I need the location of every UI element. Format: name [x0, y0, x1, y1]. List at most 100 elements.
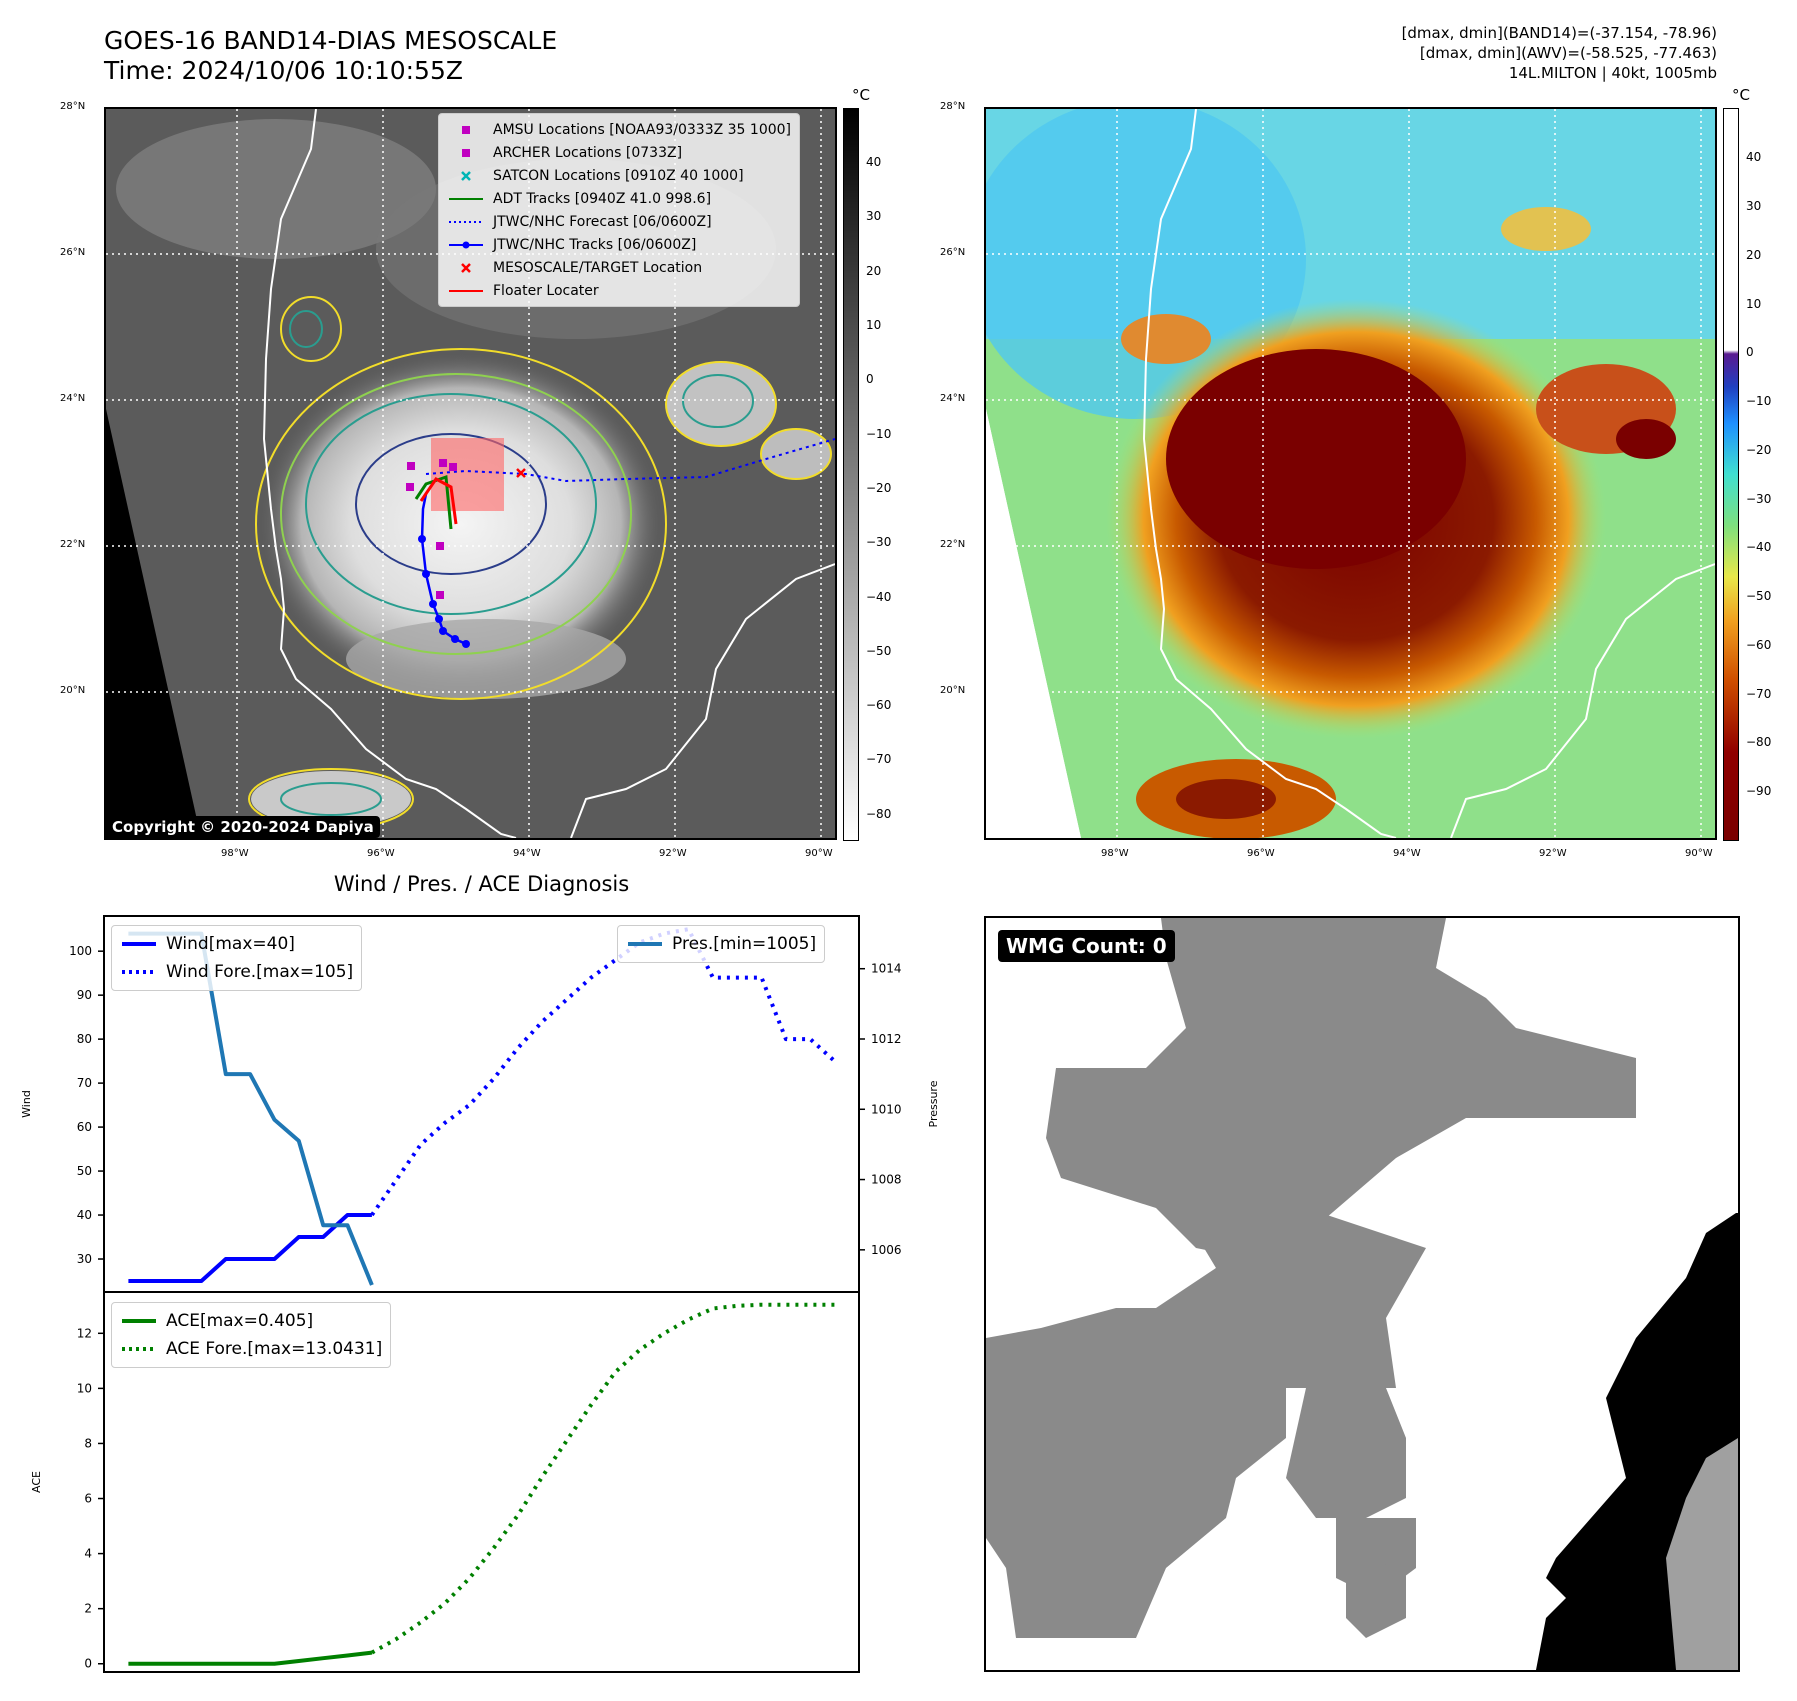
ir-cbar-tick-m60: −60	[866, 698, 892, 712]
y-tick-label: 60	[77, 1120, 92, 1134]
awv-lon-94: 94°W	[1393, 848, 1421, 859]
line-dot-icon	[449, 241, 483, 248]
ir-cbar-tick-m80: −80	[866, 807, 892, 821]
wmg-image	[986, 918, 1738, 1670]
y-tick-label: 30	[77, 1252, 92, 1266]
legend-satcon: SATCON Locations [0910Z 40 1000]	[447, 164, 791, 187]
legend-ace-forecast-label: ACE Fore.[max=13.0431]	[166, 1339, 383, 1359]
awv-cbar-tick-m30: −30	[1746, 492, 1772, 506]
line-icon	[449, 289, 483, 292]
legend-ace-label: ACE[max=0.405]	[166, 1311, 314, 1331]
y2-tick-label: 1008	[871, 1173, 902, 1187]
series-line-1	[370, 1302, 835, 1655]
awv-lat-28: 28°N	[940, 101, 966, 112]
y-tick-label: 6	[84, 1492, 92, 1506]
y-tick-label: 100	[69, 944, 92, 958]
awv-lon-90: 90°W	[1685, 848, 1713, 859]
legend-satcon-label: SATCON Locations [0910Z 40 1000]	[493, 167, 744, 184]
ir-colorbar-unit: °C	[852, 86, 870, 104]
ir-cbar-tick-m20: −20	[866, 481, 892, 495]
square-marker-icon	[462, 125, 470, 134]
legend-pressure-label: Pres.[min=1005]	[672, 934, 817, 954]
pressure-legend: Pres.[min=1005]	[617, 925, 826, 963]
awv-lat-20: 20°N	[940, 685, 966, 696]
x-marker-icon	[461, 170, 471, 181]
legend-adt: ADT Tracks [0940Z 41.0 998.6]	[447, 187, 791, 210]
ir-lat-22: 22°N	[60, 539, 86, 550]
y2-axis-label: Pressure	[927, 1080, 940, 1127]
stats-band14: [dmax, dmin](BAND14)=(-37.154, -78.96)	[1401, 24, 1717, 42]
diagnosis-title: Wind / Pres. / ACE Diagnosis	[333, 872, 630, 896]
line-icon	[628, 942, 662, 946]
awv-cbar-tick-30: 30	[1746, 199, 1762, 213]
dotted-line-icon	[449, 220, 483, 223]
ir-cbar-tick-30: 30	[866, 209, 882, 223]
legend-tracks: JTWC/NHC Tracks [06/0600Z]	[447, 233, 791, 256]
awv-lon-92: 92°W	[1539, 848, 1567, 859]
ir-cbar-tick-m50: −50	[866, 644, 892, 658]
x-marker-icon	[461, 262, 471, 273]
awv-cbar-tick-m50: −50	[1746, 589, 1772, 603]
y-tick-label: 10	[77, 1381, 92, 1395]
awv-cbar-tick-10: 10	[1746, 297, 1762, 311]
y2-tick-label: 1012	[871, 1032, 902, 1046]
y-tick-label: 80	[77, 1032, 92, 1046]
forecast-track	[425, 438, 835, 483]
legend-archer: ARCHER Locations [0733Z]	[447, 141, 791, 164]
y-tick-label: 12	[77, 1326, 92, 1340]
legend-ace-forecast: ACE Fore.[max=13.0431]	[120, 1335, 382, 1363]
y2-tick-label: 1006	[871, 1243, 902, 1257]
awv-lon-98: 98°W	[1101, 848, 1129, 859]
y-tick-label: 4	[84, 1547, 92, 1561]
awv-colorbar-unit: °C	[1732, 86, 1750, 104]
legend-archer-label: ARCHER Locations [0733Z]	[493, 144, 683, 161]
legend-wind-forecast-label: Wind Fore.[max=105]	[166, 962, 354, 982]
legend-amsu-label: AMSU Locations [NOAA93/0333Z 35 1000]	[493, 121, 792, 138]
ir-cbar-tick-40: 40	[866, 155, 882, 169]
awv-map-image	[986, 109, 1715, 838]
legend-forecast-label: JTWC/NHC Forecast [06/0600Z]	[493, 213, 712, 230]
legend-amsu: AMSU Locations [NOAA93/0333Z 35 1000]	[447, 118, 791, 141]
wind-legend: Wind[max=40] Wind Fore.[max=105]	[111, 925, 363, 991]
ir-cbar-tick-m30: −30	[866, 535, 892, 549]
awv-cbar-tick-m90: −90	[1746, 784, 1772, 798]
series-line-0	[128, 1213, 372, 1283]
legend-floater-label: Floater Locater	[493, 282, 599, 299]
awv-lat-26: 26°N	[940, 247, 966, 258]
ir-lat-26: 26°N	[60, 247, 86, 258]
y-tick-label: 40	[77, 1208, 92, 1222]
series-line-1	[370, 927, 836, 1217]
dotted-line-icon	[122, 1347, 156, 1351]
awv-colorbar	[1723, 108, 1739, 841]
legend-adt-label: ADT Tracks [0940Z 41.0 998.6]	[493, 190, 712, 207]
legend-wind-label: Wind[max=40]	[166, 934, 295, 954]
ir-lon-98: 98°W	[221, 848, 249, 859]
y2-tick-label: 1010	[871, 1102, 902, 1116]
ir-cbar-tick-m40: −40	[866, 590, 892, 604]
ir-lon-92: 92°W	[659, 848, 687, 859]
square-marker-icon	[462, 148, 470, 157]
y-tick-label: 90	[77, 988, 92, 1002]
y-axis-label: ACE	[30, 1471, 43, 1493]
legend-forecast: JTWC/NHC Forecast [06/0600Z]	[447, 210, 791, 233]
ace-legend: ACE[max=0.405] ACE Fore.[max=13.0431]	[111, 1302, 392, 1368]
ir-cbar-tick-10: 10	[866, 318, 882, 332]
y-tick-label: 8	[84, 1436, 92, 1450]
awv-cbar-tick-m10: −10	[1746, 394, 1772, 408]
map-legend: AMSU Locations [NOAA93/0333Z 35 1000] AR…	[438, 113, 801, 307]
y-tick-label: 2	[84, 1602, 92, 1616]
ir-lat-20: 20°N	[60, 685, 86, 696]
dotted-line-icon	[122, 970, 156, 974]
mesoscale-target-box	[431, 438, 504, 511]
awv-cbar-tick-20: 20	[1746, 248, 1762, 262]
y-tick-label: 0	[84, 1657, 92, 1671]
ir-map-panel: Copyright © 2020-2024 Dapiya AMSU Locati…	[104, 107, 837, 840]
awv-cbar-tick-m70: −70	[1746, 687, 1772, 701]
legend-wind: Wind[max=40]	[120, 930, 353, 958]
series-line-0	[128, 1650, 373, 1666]
line-icon	[449, 197, 483, 200]
ir-lat-24: 24°N	[60, 393, 86, 404]
ir-cbar-tick-m10: −10	[866, 427, 892, 441]
awv-cbar-tick-0: 0	[1746, 345, 1754, 359]
awv-lon-96: 96°W	[1247, 848, 1275, 859]
